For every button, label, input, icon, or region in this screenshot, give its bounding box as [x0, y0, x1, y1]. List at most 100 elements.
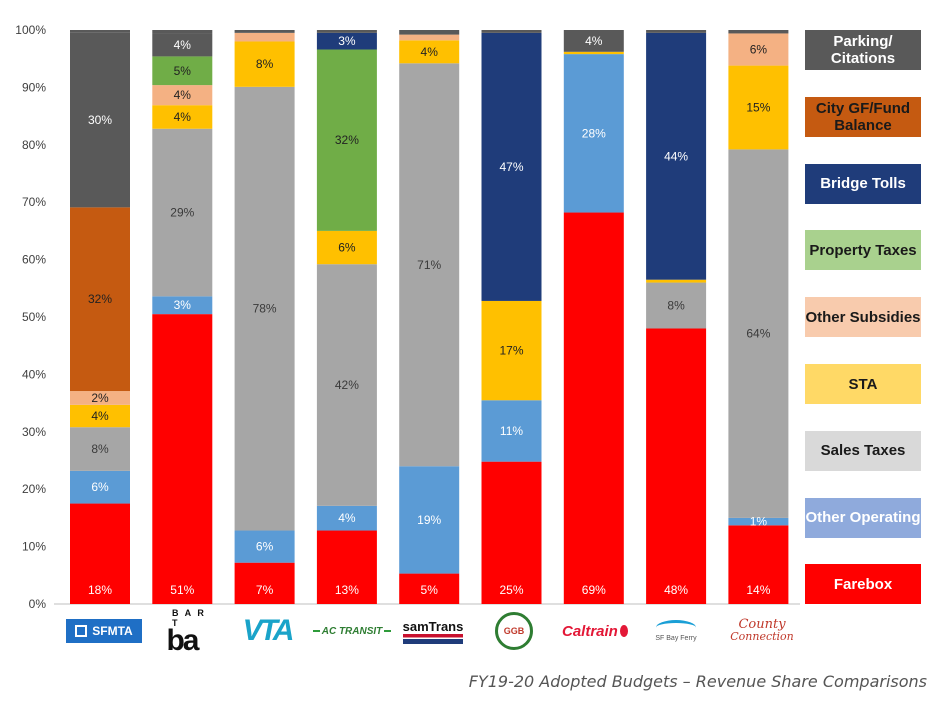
data-label: 4%	[174, 88, 192, 102]
bar-segment	[152, 56, 213, 86]
bar-segment	[70, 207, 130, 392]
bar-segment	[646, 328, 707, 604]
data-label: 4%	[91, 409, 109, 423]
bar-segment	[152, 33, 213, 57]
caltrain-logo: Caltrain	[562, 610, 628, 652]
data-label: 18%	[88, 583, 112, 597]
legend-item: Other Operating	[805, 497, 921, 538]
data-label: 64%	[746, 327, 770, 341]
bar-segment	[399, 63, 460, 467]
bar-segment	[399, 466, 460, 574]
bar-segment	[728, 525, 789, 604]
bar-segment	[316, 32, 377, 50]
bar-segment	[70, 427, 130, 471]
bar-segment	[481, 461, 542, 604]
data-label: 19%	[417, 513, 441, 527]
data-label: 6%	[91, 480, 109, 494]
legend-item: STA	[805, 364, 921, 404]
data-label: 32%	[335, 133, 359, 147]
data-label: 6%	[750, 43, 768, 57]
data-label: 17%	[499, 344, 523, 358]
bar-top-cap	[646, 30, 707, 33]
legend-item: City GF/Fund Balance	[805, 96, 921, 137]
bar-segment	[70, 470, 130, 504]
county-connection-logo: County Connection	[730, 617, 794, 643]
data-label: 30%	[88, 113, 112, 127]
samtrans-stripes-icon	[403, 633, 463, 644]
data-label: 11%	[500, 424, 523, 438]
bar-top-cap	[399, 30, 460, 35]
data-label: 5%	[174, 64, 192, 78]
data-label: 47%	[499, 160, 523, 174]
data-label: 4%	[174, 110, 192, 124]
legend-item: Other Subsidies	[805, 297, 921, 338]
bar-top-cap	[152, 30, 213, 34]
bar-segment	[316, 505, 377, 531]
bar-segment	[563, 54, 624, 213]
ggbhtd-logo: GGB	[492, 610, 536, 652]
bar-segment	[399, 34, 460, 41]
data-label: 3%	[338, 34, 356, 48]
bars	[70, 30, 789, 605]
bar-top-cap	[316, 30, 377, 33]
bar-segment	[563, 51, 624, 55]
y-tick-label: 50%	[22, 310, 46, 324]
vta-logo: VTA	[242, 614, 295, 647]
data-label: 7%	[256, 583, 274, 597]
data-label: 78%	[253, 302, 277, 316]
bar-segment	[234, 32, 295, 42]
bar-segment	[234, 562, 295, 604]
y-tick-label: 20%	[22, 482, 46, 496]
data-label: 13%	[335, 583, 359, 597]
bar-segment	[563, 30, 624, 52]
y-tick-label: 0%	[29, 597, 47, 611]
ferry-wave-icon	[656, 620, 696, 635]
bar-segment	[70, 404, 130, 428]
bar-segment	[563, 212, 624, 605]
data-label: 4%	[421, 45, 439, 59]
bar-segment	[70, 391, 130, 405]
bar-top-cap	[234, 30, 295, 33]
bar-segment	[316, 530, 377, 604]
data-label: 8%	[667, 299, 685, 313]
y-tick-label: 60%	[22, 253, 46, 267]
y-axis: 0% 10% 20% 30% 40% 50% 60% 70% 80% 90% 100%	[15, 23, 800, 611]
data-label: 6%	[338, 241, 356, 255]
y-tick-label: 40%	[22, 367, 46, 381]
data-label: 8%	[256, 57, 274, 71]
ac-transit-logo: AC TRANSIT	[312, 610, 392, 652]
y-tick-label: 100%	[15, 23, 46, 37]
bar-segment	[646, 282, 707, 329]
bar-segment	[316, 230, 377, 265]
bart-logo: B A R T ba	[166, 608, 206, 657]
bar-segment	[316, 49, 377, 231]
bar-top-cap	[70, 30, 130, 33]
data-label: 6%	[256, 540, 274, 554]
bar-segment	[152, 314, 213, 604]
legend-item: Bridge Tolls	[805, 163, 921, 204]
data-label: 15%	[746, 100, 770, 114]
bar-segment	[728, 65, 789, 150]
data-label: 71%	[417, 258, 441, 272]
data-label: 25%	[499, 583, 523, 597]
bar-segment	[70, 32, 130, 208]
bar-segment	[646, 32, 707, 280]
data-label: 29%	[170, 206, 194, 220]
bar-segment	[728, 517, 789, 526]
legend-item: Parking/ Citations	[805, 30, 921, 70]
bar-segment	[70, 503, 130, 604]
data-label: 69%	[582, 583, 606, 597]
bar-segment	[646, 279, 707, 283]
y-tick-label: 10%	[22, 540, 46, 554]
legend-item: Farebox	[805, 564, 921, 605]
bar-top-cap	[728, 30, 789, 34]
data-label: 14%	[746, 583, 770, 597]
bar-segment	[316, 264, 377, 506]
bar-segment	[481, 300, 542, 401]
y-tick-label: 70%	[22, 195, 46, 209]
bar-segment	[399, 573, 460, 604]
data-label: 44%	[664, 149, 688, 163]
bar-segment	[152, 85, 213, 106]
bar-segment	[152, 128, 213, 297]
